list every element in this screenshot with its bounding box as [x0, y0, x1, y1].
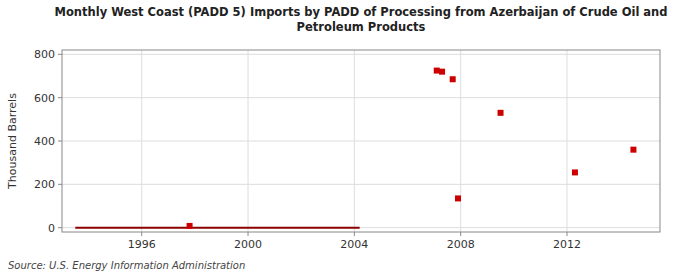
- x-tick: [460, 232, 461, 236]
- x-tick: [141, 232, 142, 236]
- x-tick: [566, 232, 567, 236]
- y-tick: [58, 184, 62, 185]
- y-tick-label: 800: [34, 48, 55, 61]
- title-line: Monthly West Coast (PADD 5) Imports by P…: [54, 5, 667, 19]
- y-grid-line: [62, 227, 660, 228]
- point: [630, 147, 636, 153]
- plot-frame: [62, 50, 660, 232]
- plot-data: [75, 68, 636, 229]
- y-tick-label: 200: [34, 178, 55, 191]
- y-tick-label: 600: [34, 92, 55, 105]
- x-tick-label: 2008: [447, 238, 475, 251]
- line: [75, 227, 359, 229]
- y-grid-line: [62, 184, 660, 185]
- y-tick: [58, 227, 62, 228]
- y-axis-label: Thousand Barrels: [6, 93, 19, 190]
- point: [187, 223, 193, 229]
- grid: [62, 50, 660, 232]
- y-tick: [58, 141, 62, 142]
- x-tick-label: 2004: [340, 238, 368, 251]
- point: [455, 195, 461, 201]
- point: [450, 76, 456, 82]
- y-grid-line: [62, 54, 660, 55]
- y-grid-line: [62, 97, 660, 98]
- y-tick: [58, 54, 62, 55]
- point: [434, 68, 440, 74]
- point: [439, 69, 445, 75]
- x-tick-label: 2000: [234, 238, 262, 251]
- title: Monthly West Coast (PADD 5) Imports by P…: [54, 5, 667, 34]
- y-grid-line: [62, 141, 660, 142]
- chart: 1996 2000 2004 2008 2012 0 200 400 600 800 Thousan…: [0, 0, 675, 275]
- x-tick-label: 1996: [128, 238, 156, 251]
- x-tick: [354, 232, 355, 236]
- source-note: Source: U.S. Energy Information Administ…: [8, 260, 245, 271]
- y-tick: [58, 97, 62, 98]
- title-line: Petroleum Products: [297, 20, 426, 34]
- point: [498, 110, 504, 116]
- y-tick-label: 400: [34, 135, 55, 148]
- y-tick-label: 0: [48, 222, 55, 235]
- point: [572, 169, 578, 175]
- x-tick-label: 2012: [553, 238, 581, 251]
- axes: 1996 2000 2004 2008 2012 0 200 400 600 800: [34, 48, 581, 251]
- x-tick: [248, 232, 249, 236]
